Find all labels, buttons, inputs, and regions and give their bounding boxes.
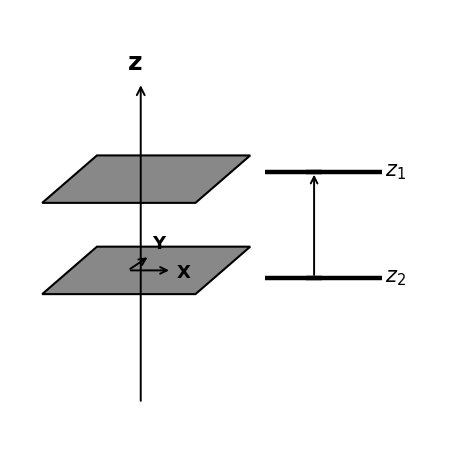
Text: X: X — [176, 264, 191, 282]
Text: z: z — [128, 51, 143, 75]
Text: $z_1$: $z_1$ — [385, 162, 406, 182]
Text: Y: Y — [153, 235, 165, 253]
Text: $z_2$: $z_2$ — [385, 268, 406, 288]
Polygon shape — [42, 155, 250, 203]
Polygon shape — [42, 246, 250, 294]
